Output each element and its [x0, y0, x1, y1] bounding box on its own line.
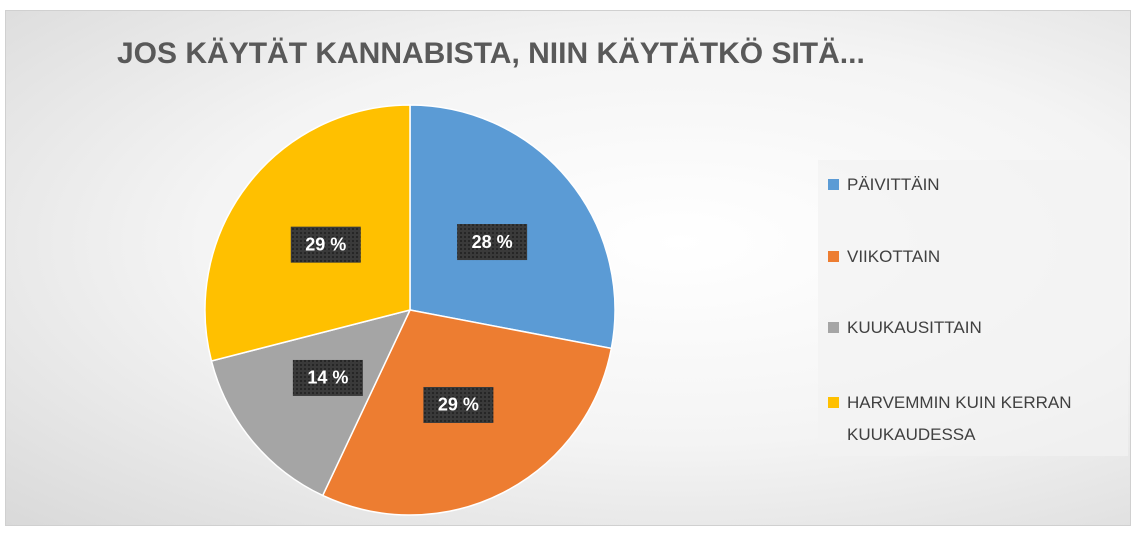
data-label: 14 %: [292, 359, 363, 396]
legend-swatch: [828, 179, 839, 190]
legend-item: KUUKAUSITTAIN: [828, 312, 1118, 344]
legend-label: HARVEMMIN KUIN KERRAN KUUKAUDESSA: [847, 393, 1072, 444]
data-label: 29 %: [290, 226, 361, 263]
data-label-text: 29 %: [438, 395, 479, 415]
data-label-text: 29 %: [305, 234, 346, 254]
pie-slice: [210, 308, 412, 497]
legend-item: PÄIVITTÄIN: [828, 169, 1118, 201]
legend-label: PÄIVITTÄIN: [847, 175, 940, 194]
data-label-box: [292, 359, 363, 396]
legend-item: VIIKOTTAIN: [828, 241, 1118, 273]
data-label: 29 %: [423, 386, 494, 423]
data-label-box: [423, 386, 494, 423]
legend-swatch: [828, 322, 839, 333]
data-label: 28 %: [457, 224, 528, 261]
chart-title: JOS KÄYTÄT KANNABISTA, NIIN KÄYTÄTKÖ SIT…: [117, 37, 865, 70]
legend-swatch: [828, 397, 839, 408]
data-label-text: 28 %: [472, 232, 513, 252]
data-label-text: 14 %: [307, 368, 348, 388]
data-label-box: [457, 224, 528, 261]
legend-swatch: [828, 251, 839, 262]
data-label-box: [290, 226, 361, 263]
legend-label: KUUKAUSITTAIN: [847, 318, 982, 337]
legend-item: HARVEMMIN KUIN KERRAN KUUKAUDESSA: [828, 387, 1118, 451]
legend-label: VIIKOTTAIN: [847, 247, 941, 266]
legend: PÄIVITTÄIN VIIKOTTAIN KUUKAUSITTAIN HARVEMM…: [818, 160, 1128, 456]
